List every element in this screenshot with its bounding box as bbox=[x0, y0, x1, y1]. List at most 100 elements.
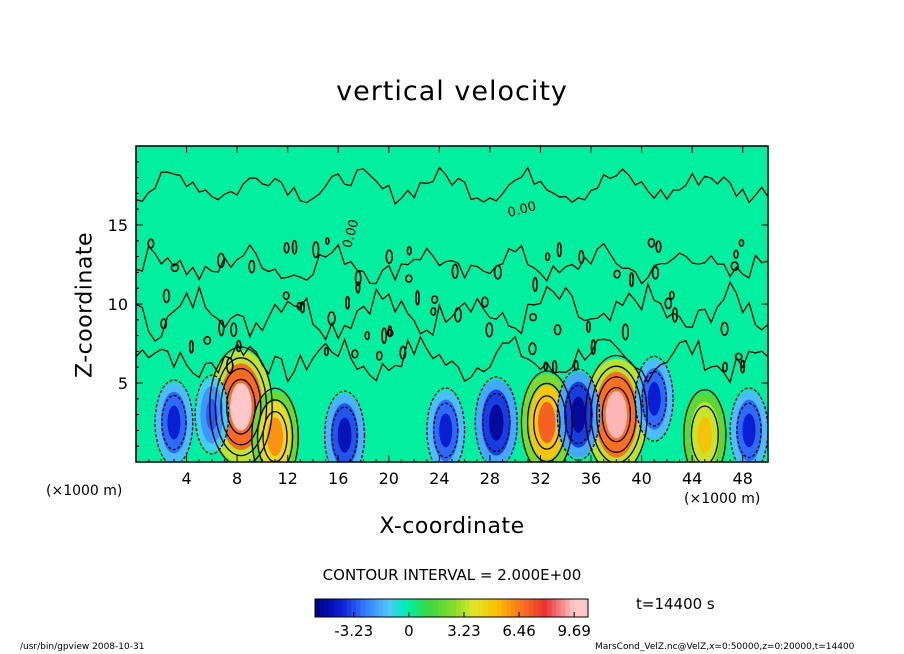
small-contour-cell bbox=[188, 340, 194, 354]
contour-line bbox=[556, 368, 601, 461]
colorbar-segment bbox=[419, 599, 425, 617]
small-contour-cell bbox=[160, 318, 168, 330]
colorbar-segment bbox=[574, 599, 580, 617]
colorbar-segment bbox=[369, 599, 375, 617]
x-tick-label: 48 bbox=[733, 469, 753, 488]
small-contour-cell bbox=[283, 241, 290, 254]
colorbar-segment bbox=[578, 599, 585, 617]
colorbar: -3.23 0 3.23 6.46 9.69 bbox=[314, 598, 591, 640]
small-contour-cell bbox=[553, 324, 562, 336]
x-tick-label: 4 bbox=[181, 469, 191, 488]
small-contour-cell bbox=[381, 327, 388, 345]
colorbar-segment bbox=[374, 599, 380, 617]
x-tick-label: 24 bbox=[429, 469, 449, 488]
small-contour-cell bbox=[573, 359, 579, 371]
contour-line bbox=[482, 392, 511, 453]
x-tick-label: 36 bbox=[581, 469, 601, 488]
colorbar-segment bbox=[315, 599, 321, 617]
small-contour-cell bbox=[655, 240, 662, 253]
velocity-cell-core bbox=[538, 401, 556, 444]
contour-line bbox=[601, 386, 632, 443]
x-tick-label: 20 bbox=[379, 469, 399, 488]
small-contour-cell bbox=[430, 306, 437, 317]
contour-level-label: 0.00 bbox=[340, 218, 362, 250]
colorbar-segment bbox=[355, 599, 362, 617]
footer-source: MarsCond_VelZ.nc@VelZ,x=0:50000,z=0:2000… bbox=[595, 642, 855, 652]
small-contour-cell bbox=[586, 320, 591, 334]
colorbar-segment bbox=[560, 599, 566, 617]
contour-line bbox=[220, 367, 262, 446]
colorbar-segment bbox=[506, 599, 512, 617]
contour-line bbox=[584, 354, 648, 462]
colorbar-segment bbox=[337, 599, 343, 617]
x-tick-label: 28 bbox=[480, 469, 500, 488]
contour-line bbox=[433, 402, 459, 459]
zero-contour bbox=[136, 166, 768, 206]
small-contour-cell bbox=[147, 238, 155, 249]
small-contour-cell bbox=[385, 249, 394, 265]
colorbar-segment bbox=[428, 599, 434, 617]
contour-line bbox=[634, 355, 674, 442]
colorbar-segment bbox=[487, 599, 494, 617]
small-contour-cell bbox=[351, 349, 359, 359]
small-contour-cell bbox=[230, 322, 238, 338]
velocity-cell-core bbox=[488, 404, 504, 441]
small-contour-cell bbox=[544, 252, 551, 262]
contour-level-label: 0.00 bbox=[506, 199, 538, 221]
colorbar-segment bbox=[460, 599, 466, 617]
colorbar-tick-label: 9.69 bbox=[557, 622, 590, 640]
velocity-cell-core bbox=[742, 413, 756, 448]
small-contour-cell bbox=[235, 339, 242, 353]
small-contour-cell bbox=[733, 249, 739, 259]
velocity-cell-core bbox=[605, 391, 627, 439]
x-axis-label: X-coordinate bbox=[379, 514, 525, 539]
small-contour-cell bbox=[312, 240, 320, 259]
small-contour-cell bbox=[590, 339, 596, 355]
contour-line bbox=[256, 399, 294, 462]
small-contour-cell bbox=[621, 323, 630, 341]
colorbar-segment bbox=[387, 599, 393, 617]
colorbar-segment bbox=[378, 599, 384, 617]
contour-level-labels: 0.00 0.00 bbox=[340, 199, 538, 250]
y-axis: 5 10 15 bbox=[108, 161, 768, 447]
small-contour-cell bbox=[543, 361, 549, 371]
y-tick-label: 10 bbox=[108, 295, 128, 314]
small-contour-cell bbox=[406, 246, 412, 256]
colorbar-segment bbox=[406, 599, 412, 617]
small-contour-cell bbox=[218, 319, 225, 337]
small-contour-cell bbox=[291, 239, 298, 255]
small-contour-cell bbox=[532, 276, 538, 293]
small-contour-cell bbox=[454, 307, 462, 323]
small-contour-cell bbox=[738, 238, 745, 247]
colorbar-segment bbox=[446, 599, 453, 617]
colorbar-segment bbox=[524, 599, 530, 617]
colorbar-segment bbox=[547, 599, 553, 617]
contour-line bbox=[564, 384, 593, 445]
velocity-cell-core bbox=[571, 396, 586, 433]
colorbar-segment bbox=[569, 599, 575, 617]
zero-contour bbox=[136, 242, 768, 285]
colorbar-segment bbox=[365, 599, 371, 617]
colorbar-segment bbox=[497, 599, 503, 617]
contour-line bbox=[590, 365, 643, 462]
colorbar-segment bbox=[483, 599, 489, 617]
small-contour-cell bbox=[324, 237, 330, 245]
colorbar-segment bbox=[410, 599, 416, 617]
colorbar-segment bbox=[324, 599, 330, 617]
contour-interval: CONTOUR INTERVAL = 2.000E+00 bbox=[322, 566, 582, 584]
x-axis-unit-right: (×1000 m) bbox=[684, 491, 761, 507]
small-contour-cell bbox=[345, 295, 351, 310]
velocity-field bbox=[154, 350, 768, 462]
small-contour-cell bbox=[399, 345, 407, 360]
contour-line bbox=[251, 387, 299, 462]
small-contour-cell bbox=[203, 335, 212, 345]
x-tick-label: 12 bbox=[278, 469, 298, 488]
time-label: t=14400 s bbox=[636, 595, 715, 613]
small-contour-cell bbox=[355, 281, 361, 294]
small-contour-cell bbox=[225, 357, 234, 374]
small-contour-cell bbox=[668, 290, 675, 300]
colorbar-segment bbox=[583, 599, 589, 617]
small-contour-cell bbox=[415, 290, 420, 306]
x-axis-unit-left: (×1000 m) bbox=[46, 483, 123, 499]
small-contour-cell bbox=[404, 274, 413, 283]
